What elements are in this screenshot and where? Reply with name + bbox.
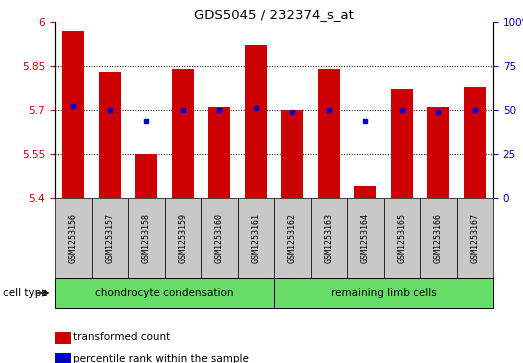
Text: percentile rank within the sample: percentile rank within the sample <box>73 354 249 363</box>
Title: GDS5045 / 232374_s_at: GDS5045 / 232374_s_at <box>194 8 354 21</box>
Bar <box>391 89 413 198</box>
Text: GSM1253167: GSM1253167 <box>470 213 479 263</box>
Text: GSM1253165: GSM1253165 <box>397 213 406 263</box>
Bar <box>354 186 376 198</box>
Bar <box>274 278 493 308</box>
Bar <box>464 86 486 198</box>
Text: GSM1253159: GSM1253159 <box>178 213 187 263</box>
Bar <box>55 353 71 363</box>
Bar <box>201 198 237 278</box>
Bar <box>457 198 493 278</box>
Bar <box>128 198 165 278</box>
Bar <box>318 69 340 198</box>
Bar <box>311 198 347 278</box>
Bar <box>383 198 420 278</box>
Text: GSM1253156: GSM1253156 <box>69 213 78 263</box>
Bar <box>347 198 383 278</box>
Text: GSM1253160: GSM1253160 <box>215 213 224 263</box>
Bar <box>99 72 121 198</box>
Bar <box>427 107 449 198</box>
Text: GSM1253162: GSM1253162 <box>288 213 297 263</box>
Bar <box>165 198 201 278</box>
Bar <box>135 154 157 198</box>
Bar <box>420 198 457 278</box>
Bar <box>208 107 230 198</box>
Text: GSM1253161: GSM1253161 <box>251 213 260 263</box>
Text: GSM1253157: GSM1253157 <box>105 213 114 263</box>
Bar <box>92 198 128 278</box>
Bar <box>55 331 71 344</box>
Bar <box>55 278 274 308</box>
Bar <box>281 110 303 198</box>
Bar <box>55 198 92 278</box>
Bar <box>237 198 274 278</box>
Text: GSM1253163: GSM1253163 <box>324 213 333 263</box>
Text: GSM1253166: GSM1253166 <box>434 213 443 263</box>
Bar <box>62 31 84 198</box>
Bar <box>172 69 194 198</box>
Text: remaining limb cells: remaining limb cells <box>331 288 436 298</box>
Text: chondrocyte condensation: chondrocyte condensation <box>95 288 234 298</box>
Bar <box>245 45 267 198</box>
Text: cell type: cell type <box>3 288 47 298</box>
Bar <box>274 198 311 278</box>
Text: GSM1253158: GSM1253158 <box>142 213 151 263</box>
Text: transformed count: transformed count <box>73 332 170 342</box>
Text: GSM1253164: GSM1253164 <box>361 213 370 263</box>
